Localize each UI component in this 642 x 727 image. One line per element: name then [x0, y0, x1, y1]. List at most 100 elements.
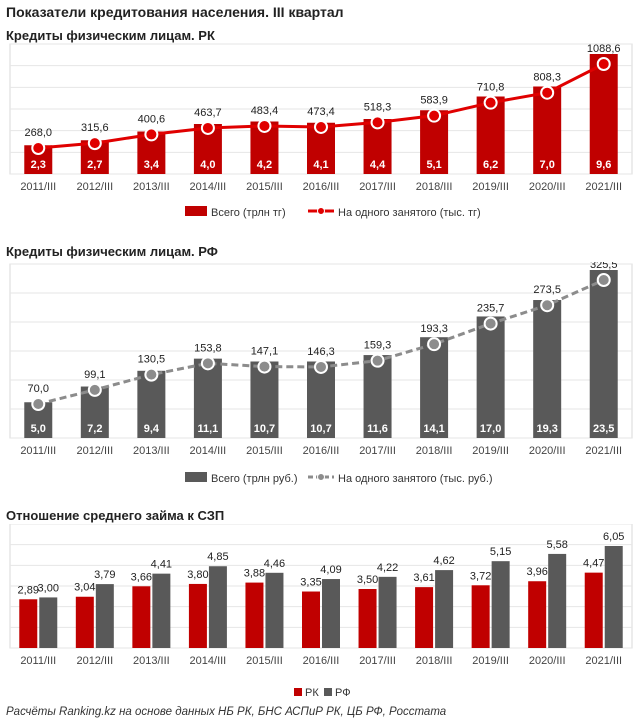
x-tick-label: 2015/III — [246, 181, 283, 193]
line-point — [596, 57, 611, 71]
x-tick-label: 2019/III — [472, 181, 509, 193]
bar-rk-label: 3,61 — [413, 572, 434, 584]
bar-rf-label: 4,41 — [151, 559, 172, 571]
bar-data-label: 4,0 — [200, 159, 215, 171]
bar-rk-label: 3,72 — [470, 570, 491, 582]
bar-data-label: 7,0 — [540, 159, 555, 171]
bar-rf — [322, 579, 340, 648]
x-tick-label: 2014/III — [190, 655, 227, 667]
legend-label-line: На одного занятого (тыс. тг) — [338, 207, 481, 219]
x-tick-label: 2011/III — [20, 655, 56, 667]
line-point — [483, 316, 498, 331]
line-point — [427, 337, 442, 352]
line-point — [314, 359, 328, 374]
line-point — [257, 359, 272, 374]
bar-rf-label: 3,00 — [38, 582, 59, 594]
x-tick-label: 2016/III — [303, 445, 340, 457]
legend-swatch-bars — [185, 472, 207, 482]
bar-data-label: 19,3 — [536, 423, 557, 435]
bar — [476, 316, 505, 438]
legend-swatch-rf — [324, 688, 332, 696]
x-tick-label: 2012/III — [76, 655, 113, 667]
legend-swatch-rk — [294, 688, 302, 696]
bar-data-label: 4,4 — [370, 159, 386, 171]
bar-rf-label: 5,58 — [546, 539, 567, 551]
chart-title-ratio: Отношение среднего займа к СЗП — [6, 508, 225, 523]
bar — [589, 270, 618, 438]
bar-data-label: 5,1 — [426, 159, 441, 171]
line-data-label: 159,3 — [364, 340, 392, 352]
bar-rk — [584, 572, 603, 648]
line-point — [31, 397, 46, 411]
bar-rk-label: 3,80 — [187, 569, 208, 581]
line-data-label: 463,7 — [194, 107, 222, 119]
legend-label-bars: Всего (трлн тг) — [211, 207, 286, 219]
bar-rf-label: 5,15 — [490, 546, 511, 558]
line-point — [314, 119, 328, 134]
line-point — [31, 141, 46, 155]
bar-rk — [19, 599, 38, 648]
x-tick-label: 2020/III — [529, 655, 566, 667]
line-point — [427, 108, 442, 123]
bar-data-label: 10,7 — [254, 423, 275, 435]
chart-rf-credits: 70,0 99,1 130,5 153,8 147,1 146,3 159,3 193,3 23… — [9, 262, 633, 485]
legend-label-bars: Всего (трлн руб.) — [211, 473, 298, 485]
line-data-label: 153,8 — [194, 342, 222, 354]
legend-label-rk: РК — [305, 687, 319, 699]
bar-rf-label: 4,62 — [433, 555, 454, 567]
source-footnote: Расчёты Ranking.kz на основе данных НБ Р… — [6, 706, 447, 718]
bar-rf-label: 3,79 — [94, 569, 115, 581]
bar-data-label: 2,3 — [31, 159, 46, 171]
line-data-label: 273,5 — [533, 284, 561, 296]
x-tick-label: 2021/III — [585, 181, 622, 193]
chart-title-rk: Кредиты физическим лицам. РК — [6, 28, 215, 43]
line-point — [144, 367, 159, 382]
line-point — [200, 120, 215, 135]
bar-rf — [435, 570, 454, 648]
line-point — [370, 115, 385, 130]
legend-label-line: На одного занятого (тыс. руб.) — [338, 473, 493, 485]
bar-data-label: 23,5 — [593, 423, 614, 435]
bar-data-label: 7,2 — [87, 423, 102, 435]
legend-marker-line — [317, 473, 325, 481]
x-tick-label: 2014/III — [190, 445, 227, 457]
line-point — [596, 273, 611, 287]
bar-rk-label: 2,89 — [18, 584, 39, 596]
bar-rf-label: 4,85 — [207, 551, 228, 563]
x-tick-label: 2013/III — [133, 655, 170, 667]
line-point — [200, 356, 215, 371]
bar-rk — [358, 588, 377, 648]
line-data-label: 70,0 — [28, 383, 49, 395]
x-tick-label: 2011/III — [20, 181, 56, 193]
line-data-label: 1088,6 — [587, 43, 621, 55]
bar-data-label: 10,7 — [310, 423, 331, 435]
line-data-label: 473,4 — [307, 106, 335, 118]
legend-swatch-bars — [185, 206, 207, 216]
x-tick-label: 2020/III — [529, 181, 566, 193]
x-tick-label: 2012/III — [76, 181, 113, 193]
bar — [137, 370, 166, 438]
bar — [533, 300, 562, 438]
line-point — [540, 298, 555, 313]
bar-rk-label: 3,35 — [300, 577, 321, 589]
bar-rk — [132, 586, 151, 648]
line-data-label: 483,4 — [251, 105, 279, 117]
x-tick-label: 2021/III — [585, 445, 622, 457]
line-data-label: 325,5 — [590, 262, 618, 271]
x-tick-label: 2015/III — [246, 445, 283, 457]
x-tick-label: 2020/III — [529, 445, 566, 457]
line-data-label: 315,6 — [81, 122, 109, 134]
bar-data-label: 9,4 — [144, 423, 160, 435]
line-data-label: 147,1 — [251, 346, 279, 358]
x-tick-label: 2011/III — [20, 445, 56, 457]
x-tick-label: 2019/III — [472, 445, 509, 457]
x-tick-label: 2017/III — [359, 181, 396, 193]
bar-data-label: 9,6 — [596, 159, 611, 171]
bar-rf-label: 4,22 — [377, 562, 398, 574]
bar-data-label: 4,2 — [257, 159, 272, 171]
x-tick-label: 2013/III — [133, 445, 170, 457]
bar-data-label: 5,0 — [31, 423, 46, 435]
bar-rk — [471, 585, 490, 648]
line-data-label: 808,3 — [533, 72, 561, 84]
line-data-label: 268,0 — [25, 127, 53, 139]
